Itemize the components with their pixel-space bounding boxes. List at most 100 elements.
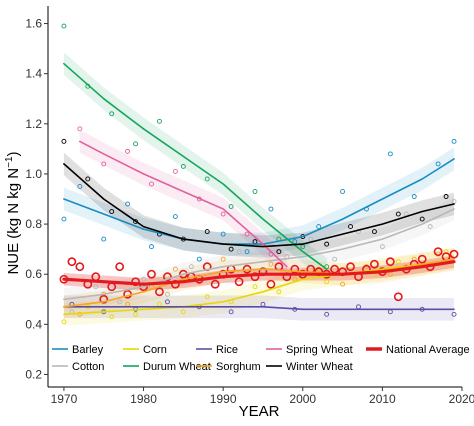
legend-label-corn: Corn — [143, 344, 167, 356]
national-average-point — [115, 262, 125, 272]
barley-point — [411, 194, 417, 199]
cotton-point — [332, 256, 338, 262]
y-tick-label: 0.8 — [25, 217, 42, 231]
durum-wheat-point — [180, 163, 186, 169]
y-tick-label: 1.4 — [25, 67, 42, 81]
barley-point — [125, 201, 131, 207]
national-average-point — [370, 259, 379, 269]
corn-point — [133, 311, 139, 317]
national-average-point — [417, 254, 427, 264]
national-average-point — [67, 257, 77, 267]
rice-point — [324, 311, 330, 317]
winter-wheat-point — [324, 241, 330, 247]
national-average-point — [385, 257, 395, 267]
barley-point — [196, 256, 202, 262]
barley-point — [101, 236, 107, 242]
national-average-point — [99, 294, 109, 304]
sorghum-point — [172, 266, 178, 272]
winter-wheat-point — [371, 229, 377, 235]
national-average-point — [234, 277, 244, 287]
national-average-point — [266, 279, 276, 289]
y-axis-title: NUE (kg N kg N−1) — [4, 151, 22, 274]
x-tick-label: 2000 — [289, 392, 316, 406]
barley-point — [387, 151, 393, 157]
corn-point — [252, 284, 258, 290]
sorghum-point — [77, 311, 83, 317]
x-tick-label: 2010 — [369, 392, 396, 406]
y-tick-label: 0.6 — [25, 267, 42, 281]
barley-point — [435, 161, 441, 167]
rice-point — [164, 299, 170, 305]
barley-point — [244, 249, 250, 255]
corn-point — [204, 294, 210, 300]
sorghum-point — [268, 261, 274, 267]
national-average-point — [75, 262, 85, 272]
winter-wheat-point — [419, 216, 425, 222]
x-axis-title: YEAR — [239, 403, 280, 420]
y-tick-label: 1.6 — [25, 17, 42, 31]
national-average-point — [131, 277, 140, 287]
corn-point — [61, 319, 67, 325]
rice-confidence-band — [63, 295, 455, 321]
spring-wheat-point — [77, 126, 83, 132]
corn-point — [109, 314, 115, 320]
confidence-bands — [63, 52, 455, 326]
y-tick-label: 1.0 — [25, 167, 42, 181]
legend-label-durum-wheat: Durum Wheat — [143, 361, 211, 373]
sorghum-point — [340, 281, 346, 287]
rice-point — [451, 311, 457, 317]
barley-point — [77, 184, 83, 189]
x-tick-label: 1970 — [51, 392, 78, 406]
winter-wheat-trend-line — [63, 163, 455, 248]
winter-wheat-point — [443, 194, 449, 199]
cotton-point — [379, 244, 385, 250]
corn-point — [276, 289, 282, 295]
cotton-point — [427, 224, 433, 230]
y-axis-title-sup: −1 — [4, 156, 15, 168]
spring-wheat-point — [125, 148, 131, 154]
durum-wheat-trend-line — [63, 62, 328, 270]
rice-trend-line — [63, 306, 455, 311]
winter-wheat-point — [109, 209, 115, 214]
cotton-point — [188, 264, 194, 270]
spring-wheat-point — [172, 168, 178, 174]
legend-label-cotton: Cotton — [72, 361, 104, 373]
winter-wheat-point — [395, 211, 401, 217]
axes: 0.2 0.4 0.6 0.8 1.0 1.2 1.4 1.6 1970 1980 1990 2000… — [25, 6, 474, 406]
legend-label-sorghum: Sorghum — [216, 361, 261, 373]
winter-wheat-point — [276, 249, 282, 255]
legend-label-spring-wheat: Spring Wheat — [286, 344, 353, 356]
y-tick-label: 0.4 — [25, 317, 42, 331]
y-tick-label: 0.2 — [25, 367, 42, 381]
spring-wheat-trend-line — [79, 140, 288, 268]
legend-label-national-average: National Average — [386, 344, 470, 356]
corn-point — [395, 259, 401, 265]
y-axis-title-main: NUE (kg N kg N — [5, 168, 22, 275]
durum-wheat-point — [252, 189, 258, 194]
barley-point — [172, 214, 178, 220]
durum-wheat-point — [157, 118, 162, 124]
national-average-point — [155, 287, 164, 297]
spring-wheat-point — [101, 161, 107, 167]
durum-wheat-point — [204, 176, 210, 182]
barley-point — [220, 231, 226, 237]
corn-point — [324, 279, 330, 285]
durum-wheat-point — [228, 204, 234, 209]
barley-point — [149, 244, 154, 250]
x-tick-label: 1980 — [130, 392, 157, 406]
barley-point — [316, 224, 322, 230]
barley-point — [451, 138, 457, 144]
barley-point — [268, 206, 274, 212]
cotton-point — [164, 291, 170, 297]
barley-point — [61, 216, 67, 222]
winter-wheat-point — [61, 138, 67, 144]
x-tick-label: 1990 — [210, 392, 237, 406]
y-tick-label: 1.2 — [25, 117, 42, 131]
national-average-point — [210, 279, 220, 289]
legend-label-barley: Barley — [72, 344, 104, 356]
legend-label-rice: Rice — [216, 344, 238, 356]
winter-wheat-point — [228, 246, 234, 252]
national-average-trend-line — [62, 260, 456, 286]
winter-wheat-point — [348, 224, 353, 230]
national-average-point — [163, 272, 172, 282]
